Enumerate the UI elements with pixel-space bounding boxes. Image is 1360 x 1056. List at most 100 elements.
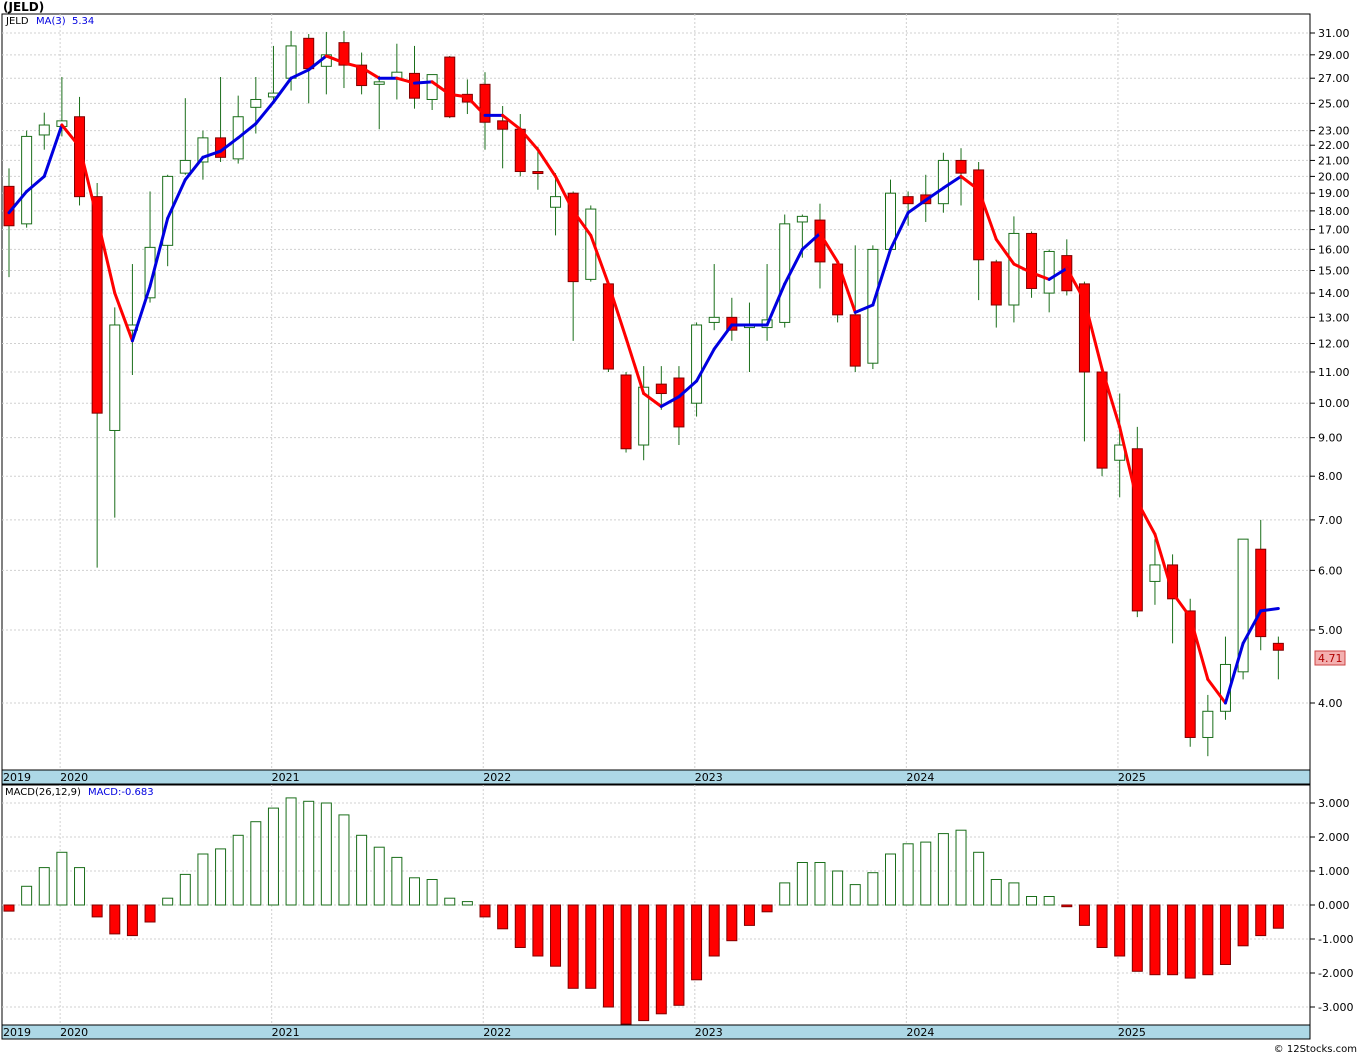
price-tick-label: 14.00 xyxy=(1318,287,1350,300)
candle-down xyxy=(1096,371,1108,469)
macd-bar-positive xyxy=(250,821,262,906)
ma-segment xyxy=(994,237,1016,266)
macd-bar-negative xyxy=(109,904,121,935)
macd-tick-label: 3.000 xyxy=(1318,797,1350,810)
macd-bar-negative xyxy=(532,904,544,957)
ma-segment xyxy=(642,392,663,408)
macd-bar-positive xyxy=(444,897,456,906)
macd-bar-negative xyxy=(126,904,138,937)
candle-up xyxy=(691,324,703,404)
candle-up xyxy=(550,196,562,208)
ma-segment xyxy=(78,145,99,220)
ma-segment xyxy=(606,282,628,340)
macd-bar-negative xyxy=(620,904,632,1025)
legend-ma-label: MA(3) xyxy=(36,16,66,27)
candle-down xyxy=(955,159,967,174)
ma-segment xyxy=(148,216,170,288)
macd-bar-negative xyxy=(726,904,738,942)
macd-bar-positive xyxy=(867,872,879,906)
macd-bar-negative xyxy=(1131,904,1143,972)
macd-bar-positive xyxy=(179,873,191,906)
ma-segment xyxy=(219,136,240,153)
macd-tick-label: -1.000 xyxy=(1318,933,1353,946)
ma-segment xyxy=(571,209,593,237)
ma-segment xyxy=(1100,367,1122,429)
candle-down xyxy=(655,383,667,395)
price-tick-label: 19.00 xyxy=(1318,187,1350,200)
macd-bar-positive xyxy=(232,834,244,906)
macd-bar-negative xyxy=(743,904,755,926)
macd-legend-params: MACD(26,12,9) xyxy=(5,787,81,798)
macd-bar-negative xyxy=(144,904,156,923)
macd-bar-negative xyxy=(1149,904,1161,976)
macd-bar-negative xyxy=(1167,904,1179,976)
macd-bar-positive xyxy=(1008,882,1020,906)
candle-up xyxy=(250,98,262,108)
x-axis-label: 2019 xyxy=(3,771,31,784)
candle-down xyxy=(408,72,420,99)
legend-ma-value: 5.34 xyxy=(72,16,94,27)
ma-segment xyxy=(1259,606,1280,613)
candle-down xyxy=(1255,548,1267,638)
ma-segment xyxy=(518,127,540,152)
ma-segment xyxy=(1188,615,1210,681)
candle-up xyxy=(779,223,791,323)
price-tick-label: 6.00 xyxy=(1318,564,1343,577)
ma-segment xyxy=(871,247,892,307)
candle-down xyxy=(74,116,86,198)
ma-segment xyxy=(1223,641,1245,705)
macd-bar-positive xyxy=(832,870,844,906)
ma-segment xyxy=(254,100,275,126)
ma-segment xyxy=(836,260,857,314)
macd-bar-negative xyxy=(1272,904,1284,929)
ma-segment xyxy=(1082,298,1104,371)
ma-segment xyxy=(818,231,840,264)
ma-segment xyxy=(977,188,998,241)
watermark: © 12Stocks.com xyxy=(1274,1044,1357,1055)
price-tick-label: 29.00 xyxy=(1318,49,1350,62)
candle-down xyxy=(973,169,985,261)
macd-bar-positive xyxy=(320,802,332,906)
candle-down xyxy=(532,171,544,175)
price-tick-label: 5.00 xyxy=(1318,624,1343,637)
macd-bar-negative xyxy=(567,904,579,989)
ma-segment xyxy=(130,284,152,343)
macd-bar-negative xyxy=(91,904,103,918)
ma-segment xyxy=(342,61,364,69)
macd-bar-negative xyxy=(1184,904,1196,979)
price-tick-label: 22.00 xyxy=(1318,139,1350,152)
candle-up xyxy=(285,45,297,79)
candle-down xyxy=(849,314,861,367)
price-tick-label: 17.00 xyxy=(1318,224,1350,237)
ma-segment xyxy=(1171,591,1192,619)
macd-tick-label: -2.000 xyxy=(1318,967,1353,980)
macd-bar-negative xyxy=(550,904,562,967)
ma-segment xyxy=(25,174,46,193)
candle-down xyxy=(1078,283,1090,373)
candle-up xyxy=(426,74,438,100)
ma-segment xyxy=(1012,262,1034,275)
macd-tick-label: 1.000 xyxy=(1318,865,1350,878)
price-tick-label: 10.00 xyxy=(1318,397,1350,410)
macd-y-axis: 3.000 2.000 1.000 0.000 -1.000 -2.000 -3.000 xyxy=(1310,797,1353,1014)
price-tick-label: 11.00 xyxy=(1318,366,1350,379)
macd-bar-positive xyxy=(796,862,808,906)
ma-segment xyxy=(324,54,346,65)
macd-bar-positive xyxy=(74,867,86,906)
ma-segment xyxy=(712,323,734,351)
ma-segment xyxy=(1065,266,1086,302)
macd-bar-positive xyxy=(215,848,227,906)
ma-segment xyxy=(624,336,646,396)
macd-bar-positive xyxy=(338,814,350,906)
candle-up xyxy=(1237,538,1249,673)
price-tick-label: 31.00 xyxy=(1318,27,1350,40)
last-price-value: 4.71 xyxy=(1318,652,1343,665)
candle-down xyxy=(567,192,579,283)
ma-segment xyxy=(906,198,928,215)
macd-bar-negative xyxy=(638,904,650,1022)
candle-up xyxy=(708,316,720,323)
macd-bar-positive xyxy=(408,877,420,906)
x-axis-label: 2019 xyxy=(3,1026,31,1039)
macd-tick-label: 0.000 xyxy=(1318,899,1350,912)
candle-down xyxy=(673,377,685,428)
